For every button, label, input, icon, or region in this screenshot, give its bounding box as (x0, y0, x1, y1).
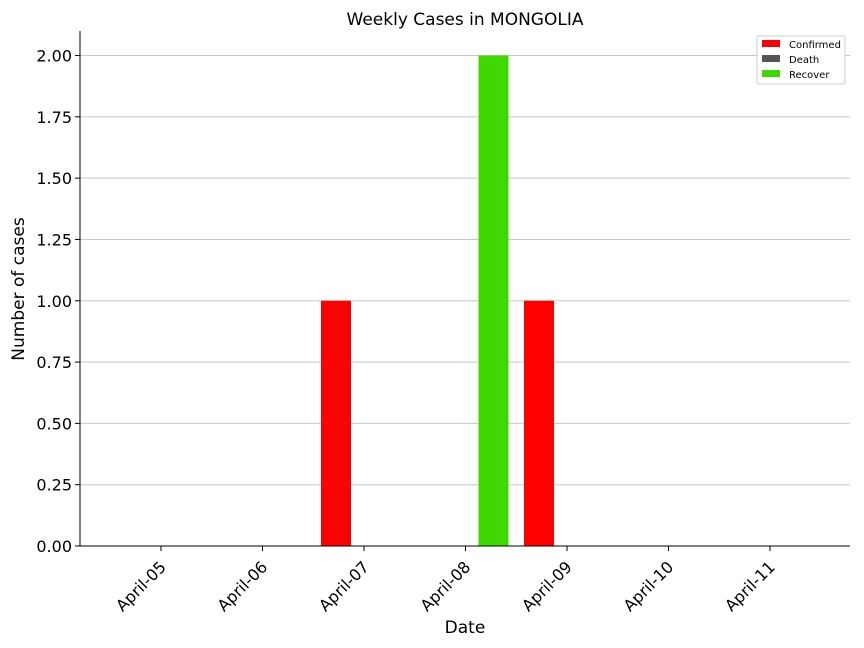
legend-swatch-confirmed (762, 40, 780, 47)
bar-confirmed-april-09 (524, 300, 554, 546)
y-tick-label-0: 0.00 (36, 537, 72, 556)
y-ticks: 0.00 0.25 0.50 0.75 1.00 1.25 1.50 1.75 2.00 (36, 47, 80, 556)
y-tick-label-4: 1.00 (36, 292, 72, 311)
x-tick-label-4: April-09 (518, 557, 576, 615)
y-tick-label-3: 0.75 (36, 353, 72, 372)
x-tick-label-3: April-08 (417, 557, 475, 615)
chart-title: Weekly Cases in MONGOLIA (347, 10, 584, 30)
y-tick-label-1: 0.25 (36, 476, 72, 495)
y-axis-label: Number of cases (9, 217, 29, 361)
y-tick-label-5: 1.25 (36, 230, 72, 249)
bar-confirmed-april-07 (321, 300, 351, 546)
legend-label-confirmed: Confirmed (789, 40, 841, 51)
x-tick-label-5: April-10 (620, 557, 678, 615)
legend: Confirmed Death Recover (756, 35, 846, 85)
y-tick-label-7: 1.75 (36, 108, 72, 127)
gridlines (80, 55, 850, 486)
legend-swatch-recover (762, 70, 780, 77)
x-tick-label-1: April-06 (214, 557, 272, 615)
bar-recover-april-08 (478, 55, 509, 547)
y-tick-label-8: 2.00 (36, 47, 72, 66)
y-tick-label-2: 0.50 (36, 414, 72, 433)
x-tick-label-6: April-11 (721, 557, 779, 615)
bars (321, 55, 554, 547)
x-tick-label-0: April-05 (112, 557, 170, 615)
x-ticks: April-05 April-06 April-07 April-08 April-09… (112, 546, 779, 615)
legend-label-death: Death (789, 55, 819, 66)
y-tick-label-6: 1.50 (36, 169, 72, 188)
x-tick-label-2: April-07 (315, 557, 373, 615)
legend-label-recover: Recover (789, 70, 830, 81)
x-axis-label: Date (445, 618, 486, 638)
legend-swatch-death (762, 55, 780, 62)
axes (79, 31, 850, 547)
